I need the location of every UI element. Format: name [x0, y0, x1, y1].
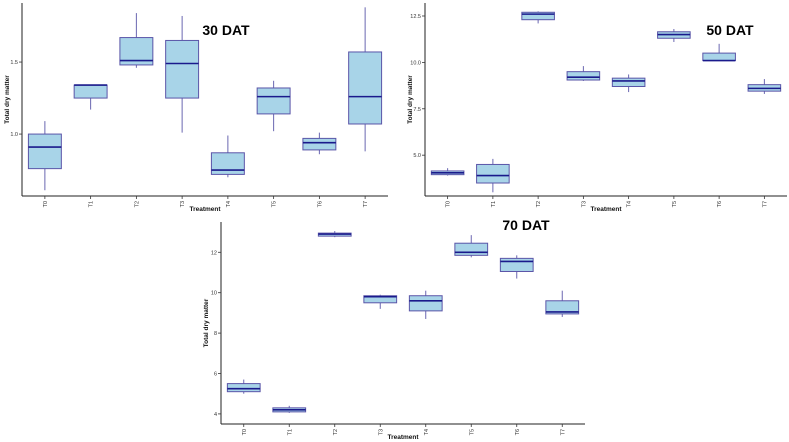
x-tick-label: T6	[515, 429, 521, 435]
box-t0	[430, 168, 465, 176]
box-t1	[73, 84, 108, 110]
x-tick-label: T7	[560, 429, 566, 435]
iqr-box	[499, 257, 534, 272]
y-tick-label: 4	[214, 412, 217, 418]
x-tick-label: T3	[581, 201, 587, 207]
iqr-box	[348, 51, 383, 125]
iqr-box	[408, 295, 443, 312]
box-t3	[363, 294, 398, 309]
x-tick-label: T0	[242, 429, 248, 435]
x-tick-label: T1	[287, 429, 293, 435]
iqr-box	[302, 137, 337, 151]
x-tick-label: T6	[317, 201, 323, 207]
iqr-box	[702, 52, 736, 62]
box-t2	[521, 11, 555, 24]
iqr-box	[363, 295, 398, 304]
iqr-box	[210, 152, 245, 175]
iqr-box	[73, 84, 108, 99]
x-tick-label: T0	[43, 201, 49, 207]
x-tick-label: T2	[333, 429, 339, 435]
x-tick-label: T1	[89, 201, 95, 207]
x-tick-label: T4	[627, 201, 633, 207]
y-tick-label: 1.0	[10, 132, 18, 138]
y-tick-label: 7.5	[413, 107, 421, 113]
x-tick-label: T3	[378, 429, 384, 435]
box-t5	[657, 28, 691, 42]
box-t0	[226, 379, 261, 394]
y-tick-label: 12	[211, 250, 217, 256]
y-tick-label: 5.0	[413, 153, 421, 159]
box-t6	[702, 43, 736, 62]
y-axis-title: Total dry matter	[407, 75, 414, 124]
x-axis-title: Treatment	[590, 206, 622, 213]
chart-panel-70-dat: 4 6 8 10 12 T0 T1 T2 T3 T4 T5 T6 T7 Treatment Total dr…	[203, 217, 585, 441]
box-t5	[454, 235, 489, 258]
x-tick-label: T7	[363, 201, 369, 207]
iqr-box	[226, 383, 261, 393]
panel-title: 30 DAT	[202, 22, 250, 38]
y-tick-label: 1.5	[10, 60, 18, 66]
y-axis-title: Total dry matter	[203, 298, 210, 347]
x-tick-label: T2	[536, 201, 542, 207]
panel-title: 70 DAT	[502, 217, 550, 233]
box-t4	[611, 74, 646, 93]
panel-title: 50 DAT	[706, 22, 754, 38]
x-tick-label: T4	[226, 201, 232, 207]
box-t2	[317, 231, 352, 238]
x-tick-label: T5	[469, 429, 475, 435]
chart-panel-50-dat: 5.0 7.5 10.0 12.5 T0 T1 T2 T3 T4 T5 T6 T7 Treatment T…	[407, 3, 787, 213]
box-t0	[27, 121, 62, 191]
y-tick-label: 10	[211, 291, 217, 297]
box-t3	[566, 66, 601, 81]
y-tick-label: 12.5	[410, 14, 421, 20]
x-axis-title: Treatment	[387, 434, 419, 441]
y-tick-label: 6	[214, 372, 217, 378]
box-t7	[348, 7, 383, 152]
box-t7	[747, 79, 782, 94]
x-tick-label: T7	[762, 201, 768, 207]
iqr-box	[476, 163, 510, 184]
x-tick-label: T3	[180, 201, 186, 207]
box-t4	[210, 135, 245, 178]
x-tick-label: T1	[491, 201, 497, 207]
box-t3	[165, 15, 200, 133]
box-t2	[119, 13, 154, 68]
y-tick-label: 10.0	[410, 60, 421, 66]
x-tick-label: T0	[446, 201, 452, 207]
y-tick-label: 8	[214, 331, 217, 337]
box-t6	[302, 132, 337, 155]
x-tick-label: T5	[272, 201, 278, 207]
iqr-box	[566, 71, 601, 81]
x-tick-label: T6	[717, 201, 723, 207]
box-t7	[545, 290, 580, 317]
box-t5	[256, 80, 291, 132]
y-axis-title: Total dry matter	[4, 75, 11, 124]
iqr-box	[256, 87, 291, 115]
box-t4	[408, 290, 443, 319]
x-tick-label: T4	[424, 429, 430, 435]
iqr-box	[521, 11, 555, 21]
box-t6	[499, 255, 534, 279]
x-tick-label: T2	[134, 201, 140, 207]
iqr-box	[454, 242, 489, 256]
box-t1	[476, 158, 510, 193]
chart-panel-30-dat: 1.0 1.5 T0 T1 T2 T3 T4 T5 T6 T7 Treatment Total dry…	[4, 3, 388, 213]
iqr-box	[611, 77, 646, 88]
iqr-box	[545, 300, 580, 315]
x-tick-label: T5	[672, 201, 678, 207]
box-t1	[272, 405, 307, 413]
iqr-box	[165, 39, 200, 99]
x-axis-title: Treatment	[189, 206, 221, 213]
iqr-box	[27, 133, 62, 170]
